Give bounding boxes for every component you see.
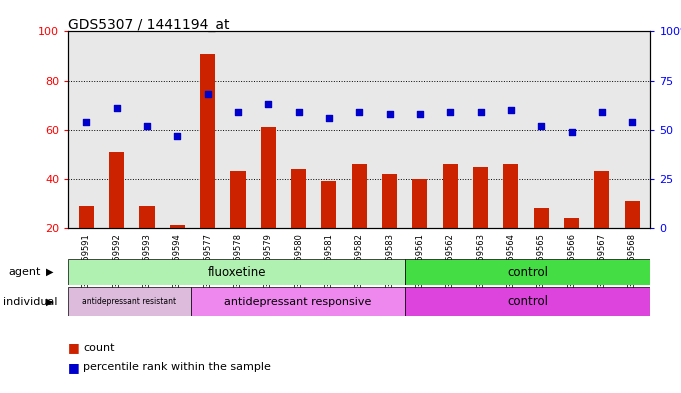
- Point: [172, 132, 183, 139]
- Bar: [443, 164, 458, 228]
- Text: count: count: [83, 343, 114, 353]
- Point: [597, 109, 607, 115]
- Point: [354, 109, 365, 115]
- Point: [536, 123, 547, 129]
- Bar: [405, 259, 650, 285]
- Text: fluoxetine: fluoxetine: [208, 266, 266, 279]
- Point: [142, 123, 153, 129]
- Bar: [382, 174, 397, 228]
- Text: control: control: [507, 266, 548, 279]
- Bar: [79, 206, 94, 228]
- Bar: [140, 206, 155, 228]
- Text: GDS5307 / 1441194_at: GDS5307 / 1441194_at: [68, 18, 229, 32]
- Text: ▶: ▶: [46, 267, 54, 277]
- Bar: [351, 164, 367, 228]
- Bar: [68, 287, 191, 316]
- Bar: [595, 171, 609, 228]
- Point: [445, 109, 456, 115]
- Text: percentile rank within the sample: percentile rank within the sample: [83, 362, 271, 373]
- Bar: [68, 259, 405, 285]
- Bar: [291, 169, 306, 228]
- Bar: [109, 152, 124, 228]
- Bar: [412, 179, 428, 228]
- Point: [627, 119, 637, 125]
- Point: [566, 129, 577, 135]
- Point: [202, 91, 213, 97]
- Bar: [170, 226, 185, 228]
- Text: agent: agent: [8, 267, 41, 277]
- Text: ▶: ▶: [46, 297, 54, 307]
- Point: [81, 119, 92, 125]
- Bar: [230, 171, 246, 228]
- Bar: [503, 164, 518, 228]
- Bar: [473, 167, 488, 228]
- Point: [384, 111, 395, 117]
- Bar: [191, 287, 405, 316]
- Bar: [534, 208, 549, 228]
- Bar: [321, 181, 336, 228]
- Point: [415, 111, 426, 117]
- Text: antidepressant responsive: antidepressant responsive: [224, 297, 372, 307]
- Bar: [564, 218, 579, 228]
- Point: [323, 115, 334, 121]
- Point: [475, 109, 486, 115]
- Text: ■: ■: [68, 361, 80, 374]
- Point: [293, 109, 304, 115]
- Bar: [405, 287, 650, 316]
- Bar: [261, 127, 276, 228]
- Point: [263, 101, 274, 107]
- Text: ■: ■: [68, 341, 80, 354]
- Point: [505, 107, 516, 113]
- Bar: [624, 201, 639, 228]
- Text: control: control: [507, 295, 548, 308]
- Bar: [200, 53, 215, 228]
- Text: antidepressant resistant: antidepressant resistant: [82, 297, 176, 306]
- Point: [111, 105, 122, 111]
- Point: [232, 109, 243, 115]
- Text: individual: individual: [3, 297, 57, 307]
